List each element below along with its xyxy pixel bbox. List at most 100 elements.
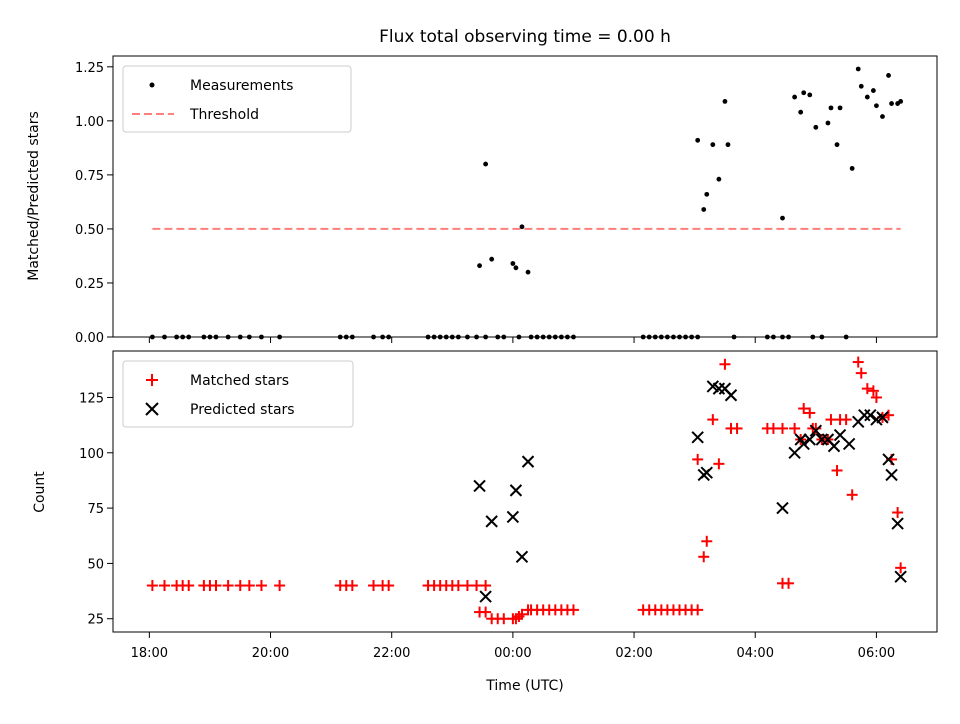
y-tick-label: 100 (79, 447, 104, 462)
matched-point (383, 580, 395, 592)
measurement-point (704, 191, 710, 197)
predicted-point (882, 453, 895, 466)
matched-point (783, 577, 795, 589)
measurement-points (149, 66, 904, 340)
predicted-point (515, 550, 529, 563)
matched-point (243, 580, 255, 592)
measurement-point (834, 142, 840, 148)
measurement-point (858, 83, 864, 89)
matched-point (210, 580, 222, 592)
matched-points (146, 356, 907, 625)
measurement-point (798, 109, 804, 115)
predicted-point (803, 433, 816, 446)
matched-point (567, 604, 579, 616)
matched-point (789, 422, 801, 434)
matched-point (480, 606, 492, 618)
matched-point (713, 458, 725, 470)
predicted-point (809, 424, 823, 437)
predicted-point (479, 590, 492, 603)
matched-point (146, 580, 158, 592)
predicted-point (891, 517, 904, 530)
measurement-point (710, 142, 716, 148)
measurement-point (489, 256, 495, 262)
matched-point (480, 580, 492, 592)
bottom-y-label: Count (32, 471, 48, 513)
measurement-point (880, 114, 885, 119)
matched-point (777, 422, 788, 434)
chart-title: Flux total observing time = 0.00 h (379, 27, 671, 47)
matched-point (222, 580, 234, 592)
matched-point (692, 453, 704, 465)
predicted-point (700, 466, 713, 479)
top-panel: 0.00 0.25 0.50 0.75 1.00 1.25 Matched/Predict… (26, 55, 938, 346)
top-y-label: Matched/Predicted stars (26, 111, 42, 281)
predicted-point (509, 484, 523, 497)
y-tick-label: 0.75 (75, 169, 104, 184)
measurement-point (886, 73, 891, 78)
matched-point (346, 580, 358, 592)
predicted-point (894, 570, 907, 583)
measurement-point (525, 269, 531, 275)
matched-point (516, 608, 528, 620)
y-tick-label: 125 (79, 391, 104, 406)
matched-point (861, 383, 873, 395)
predicted-point (827, 439, 841, 453)
predicted-point (506, 510, 520, 524)
y-tick-label: 50 (87, 557, 104, 572)
matched-point (895, 562, 907, 574)
matched-point (810, 422, 822, 434)
measurement-point (813, 124, 819, 130)
matched-point (798, 403, 810, 415)
legend-threshold-label: Threshold (189, 107, 259, 123)
predicted-point (864, 408, 877, 422)
matched-point (731, 422, 743, 434)
x-axis-label: Time (UTC) (485, 678, 563, 694)
y-tick-label: 1.25 (75, 61, 104, 76)
y-tick-label: 0.25 (75, 277, 104, 292)
x-tick-label: 00:00 (494, 646, 531, 661)
matched-point (840, 414, 852, 426)
x-tick-label: 18:00 (131, 646, 168, 661)
matched-point (831, 464, 843, 476)
predicted-point (885, 468, 898, 482)
legend-matched-label: Matched stars (190, 373, 289, 389)
measurement-point (483, 161, 489, 167)
matched-point (707, 414, 719, 426)
predicted-point (473, 479, 486, 493)
measurement-point (825, 120, 831, 126)
matched-point (804, 407, 816, 419)
matched-point (867, 385, 879, 397)
predicted-point (521, 455, 535, 468)
matched-point (892, 507, 904, 519)
measurement-point (870, 88, 876, 93)
bottom-panel: 25 50 75 100 125 18:00 20:00 22:00 00:00 02:00 04… (32, 350, 938, 694)
predicted-point (797, 437, 810, 451)
measurement-point (864, 94, 870, 100)
x-tick-label: 22:00 (373, 646, 410, 661)
y-tick-label: 25 (87, 613, 104, 628)
measurement-point (722, 98, 728, 104)
legend-predicted-label: Predicted stars (190, 402, 295, 418)
y-tick-label: 1.00 (75, 115, 104, 130)
measurement-point (510, 261, 516, 266)
predicted-point (485, 515, 498, 528)
predicted-point (776, 501, 789, 515)
x-tick-label: 02:00 (615, 646, 652, 661)
legend-measurements-marker (149, 82, 155, 88)
measurement-point (898, 98, 904, 104)
y-tick-label: 0.00 (75, 331, 104, 346)
predicted-point (691, 431, 704, 444)
measurement-point (849, 166, 855, 171)
measurement-point (889, 101, 894, 106)
legend-measurements-label: Measurements (190, 78, 293, 94)
matched-point (846, 489, 858, 501)
matched-point (159, 580, 170, 592)
measurement-point (695, 137, 701, 143)
measurement-point (792, 94, 798, 100)
matched-point (870, 391, 882, 403)
x-tick-label: 20:00 (252, 646, 289, 661)
measurement-point (855, 66, 861, 72)
matched-point (692, 604, 704, 616)
top-legend: Measurements Threshold (122, 65, 352, 133)
